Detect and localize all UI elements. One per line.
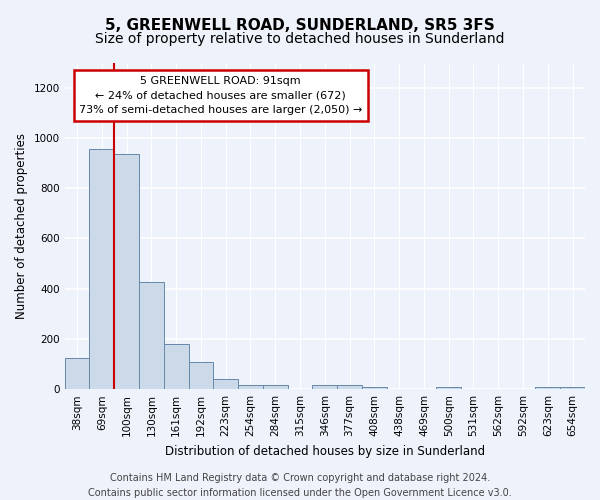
Bar	[114, 154, 139, 389]
Bar	[89, 149, 114, 389]
Text: Contains HM Land Registry data © Crown copyright and database right 2024.
Contai: Contains HM Land Registry data © Crown c…	[88, 472, 512, 498]
Text: Size of property relative to detached houses in Sunderland: Size of property relative to detached ho…	[95, 32, 505, 46]
Bar	[139, 282, 164, 389]
Bar	[560, 386, 585, 389]
Bar	[164, 344, 188, 389]
Y-axis label: Number of detached properties: Number of detached properties	[15, 133, 28, 319]
Text: 5, GREENWELL ROAD, SUNDERLAND, SR5 3FS: 5, GREENWELL ROAD, SUNDERLAND, SR5 3FS	[105, 18, 495, 32]
Bar	[65, 358, 89, 389]
Bar	[238, 384, 263, 389]
Bar	[337, 386, 362, 389]
X-axis label: Distribution of detached houses by size in Sunderland: Distribution of detached houses by size …	[165, 444, 485, 458]
Bar	[436, 386, 461, 389]
Bar	[313, 386, 337, 389]
Bar	[362, 386, 387, 389]
Text: 5 GREENWELL ROAD: 91sqm
← 24% of detached houses are smaller (672)
73% of semi-d: 5 GREENWELL ROAD: 91sqm ← 24% of detache…	[79, 76, 362, 115]
Bar	[214, 378, 238, 389]
Bar	[263, 386, 287, 389]
Bar	[188, 362, 214, 389]
Bar	[535, 386, 560, 389]
